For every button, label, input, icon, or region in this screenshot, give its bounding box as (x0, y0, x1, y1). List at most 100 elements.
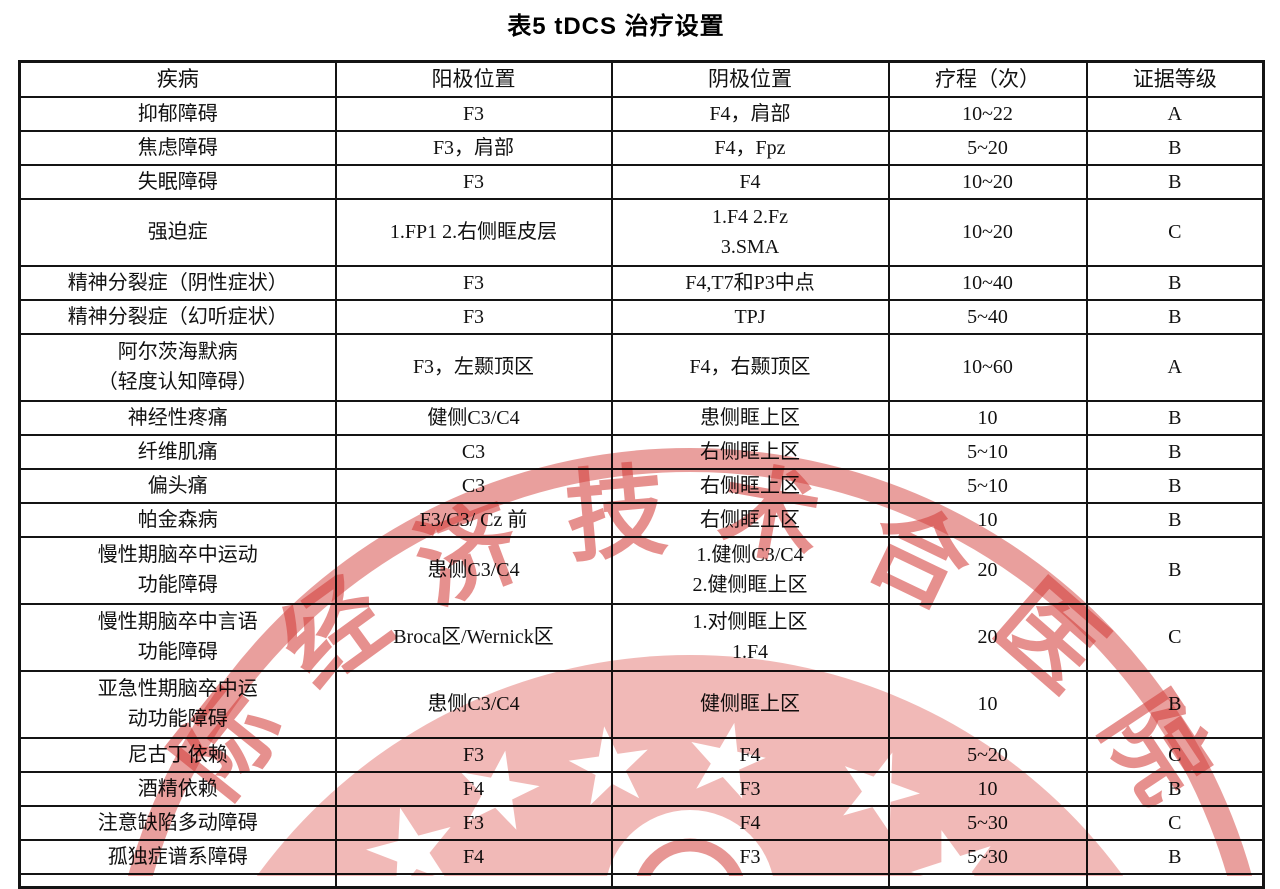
table-cell: B (1085, 433, 1265, 470)
table-cell: 失眠障碍 (18, 163, 337, 200)
table-cell: 疾病 (18, 60, 337, 98)
table-cell: 帕金森病 (18, 501, 337, 538)
table-cell: 健侧眶上区 (610, 669, 890, 739)
table-cell: 精神分裂症（阴性症状） (18, 264, 337, 301)
table-cell: 右侧眶上区 (610, 433, 890, 470)
table-cell: F4 (610, 804, 890, 841)
table-cell: TPJ (610, 298, 890, 335)
table-cell: C3 (334, 433, 613, 470)
table-cell: 患侧C3/C4 (334, 535, 613, 605)
table-cell: B (1085, 298, 1265, 335)
table-cell: 1.健侧C3/C4 2.健侧眶上区 (610, 535, 890, 605)
table-cell: 焦虑障碍 (18, 129, 337, 166)
table-row: 尼古丁依赖 F3 F4 5~20 C (18, 736, 1265, 773)
table-cell: 慢性期脑卒中言语 功能障碍 (18, 602, 337, 672)
table-cell: 健侧C3/C4 (334, 399, 613, 436)
table-row: 偏头痛 C3 右侧眶上区 5~10 B (18, 467, 1265, 504)
table-cell: F4，肩部 (610, 95, 890, 132)
table-cell: 阳极位置 (334, 60, 613, 98)
table-row: 帕金森病 F3/C3/ Cz 前右侧眶上区 10 B (18, 501, 1265, 538)
table-row: 抑郁障碍 F3 F4，肩部 10~22 A (18, 95, 1265, 132)
table-cell: 纤维肌痛 (18, 433, 337, 470)
table-cell: B (1085, 770, 1265, 807)
tdcs-table-body: 疾病 阳极位置 阴极位置 疗程（次） 证据等级 抑郁障碍 F3 F4，肩部 10~22 A 焦虑障碍… (18, 60, 1265, 889)
table-cell: F3 (334, 264, 613, 301)
table-cell: 尼古丁依赖 (18, 736, 337, 773)
table-cell: 10~20 (887, 197, 1088, 267)
table-cell: 1.F4 2.Fz 3.SMA (610, 197, 890, 267)
table-cell: F3，肩部 (334, 129, 613, 166)
table-row: 焦虑障碍 F3，肩部 F4，Fpz 5~20 B (18, 129, 1265, 166)
table-row: 精神分裂症（幻听症状） F3 TPJ 5~40 B (18, 298, 1265, 335)
table-cell: 5~30 (887, 838, 1088, 875)
table-cell: 5~30 (887, 804, 1088, 841)
table-cell: 10~60 (887, 332, 1088, 402)
table-row: 孤独症谱系障碍 F4 F3 5~30 B (18, 838, 1265, 875)
table-cell: A (1085, 332, 1265, 402)
table-cell: C (1085, 736, 1265, 773)
table-row: 神经性疼痛 健侧C3/C4 患侧眶上区 10 B (18, 399, 1265, 436)
table-cell: 疗程（次） (887, 60, 1088, 98)
table-cell: 5~10 (887, 433, 1088, 470)
table-cell: F3 (334, 736, 613, 773)
table-cell: A (1085, 95, 1265, 132)
table-cell: 慢性期脑卒中运动 功能障碍 (18, 535, 337, 605)
table-cell: F3 (334, 163, 613, 200)
table-cell: 5~40 (887, 298, 1088, 335)
table-cell: B (1085, 399, 1265, 436)
table-cell: 强迫症 (18, 197, 337, 267)
table-cell: 抑郁障碍 (18, 95, 337, 132)
table-row: 酒精依赖 F4 F3 10 B (18, 770, 1265, 807)
table-cell: 孤独症谱系障碍 (18, 838, 337, 875)
table-cell: C (1085, 602, 1265, 672)
table-cell: F3 (610, 770, 890, 807)
table-cell: 亚急性期脑卒中运 动功能障碍 (18, 669, 337, 739)
table-cell: B (1085, 467, 1265, 504)
table-cell: Broca区/Wernick区 (334, 602, 613, 672)
table-cell: C (1085, 197, 1265, 267)
table-row: 慢性期脑卒中言语 功能障碍 Broca区/Wernick区 1.对侧眶上区 1.F4… (18, 602, 1265, 672)
table-cell: 10 (887, 669, 1088, 739)
table-row: 精神分裂症（阴性症状） F3 F4,T7和P3中点 10~40 B (18, 264, 1265, 301)
table-cell: C3 (334, 467, 613, 504)
table-cell: B (1085, 535, 1265, 605)
table-row: 纤维肌痛 C3 右侧眶上区 5~10 B (18, 433, 1265, 470)
table-cell: F3/C3/ Cz 前 (334, 501, 613, 538)
table-cell: F3 (334, 298, 613, 335)
table-cell: 1.对侧眶上区 1.F4 (610, 602, 890, 672)
table-cell: B (1085, 129, 1265, 166)
table-cell: 精神分裂症（幻听症状） (18, 298, 337, 335)
table-cell: 5~10 (887, 467, 1088, 504)
table-row: 失眠障碍 F3 F4 10~20 B (18, 163, 1265, 200)
table-cell: 5~20 (887, 129, 1088, 166)
table-cell: 1.FP1 2.右侧眶皮层 (334, 197, 613, 267)
tdcs-table: 疾病 阳极位置 阴极位置 疗程（次） 证据等级 抑郁障碍 F3 F4，肩部 10~22 A 焦虑障碍… (18, 60, 1265, 889)
table-cell: B (1085, 264, 1265, 301)
table-cell: B (1085, 501, 1265, 538)
table-row: 强迫症 1.FP1 2.右侧眶皮层 1.F4 2.Fz 3.SMA 10~20 C (18, 197, 1265, 267)
table-row: 慢性期脑卒中运动 功能障碍 患侧C3/C4 1.健侧C3/C4 2.健侧眶上区 20 B (18, 535, 1265, 605)
table-cell: 10~20 (887, 163, 1088, 200)
table-cell: 右侧眶上区 (610, 467, 890, 504)
table-cell: 证据等级 (1085, 60, 1265, 98)
table-cell: 5~20 (887, 736, 1088, 773)
table-row: 阿尔茨海默病 （轻度认知障碍） F3，左颞顶区 F4，右颞顶区 10~60 A (18, 332, 1265, 402)
table-cell: 20 (887, 535, 1088, 605)
table-cell: F3，左颞顶区 (334, 332, 613, 402)
table-cell: 10 (887, 770, 1088, 807)
table-cell: F3 (610, 838, 890, 875)
table-cell: F4 (334, 838, 613, 875)
table-cell: 10 (887, 501, 1088, 538)
table-cell: 右侧眶上区 (610, 501, 890, 538)
table-cell: 10 (887, 399, 1088, 436)
table-header-row: 疾病 阳极位置 阴极位置 疗程（次） 证据等级 (18, 60, 1265, 98)
table-cell: F3 (334, 95, 613, 132)
table-cell: B (1085, 669, 1265, 739)
table-cell: 阿尔茨海默病 （轻度认知障碍） (18, 332, 337, 402)
table-cell: F4 (334, 770, 613, 807)
table-cell: F3 (334, 804, 613, 841)
table-cell: 神经性疼痛 (18, 399, 337, 436)
table-cell: 注意缺陷多动障碍 (18, 804, 337, 841)
table-cell: 患侧眶上区 (610, 399, 890, 436)
page-title: 表5 tDCS 治疗设置 (507, 13, 725, 40)
